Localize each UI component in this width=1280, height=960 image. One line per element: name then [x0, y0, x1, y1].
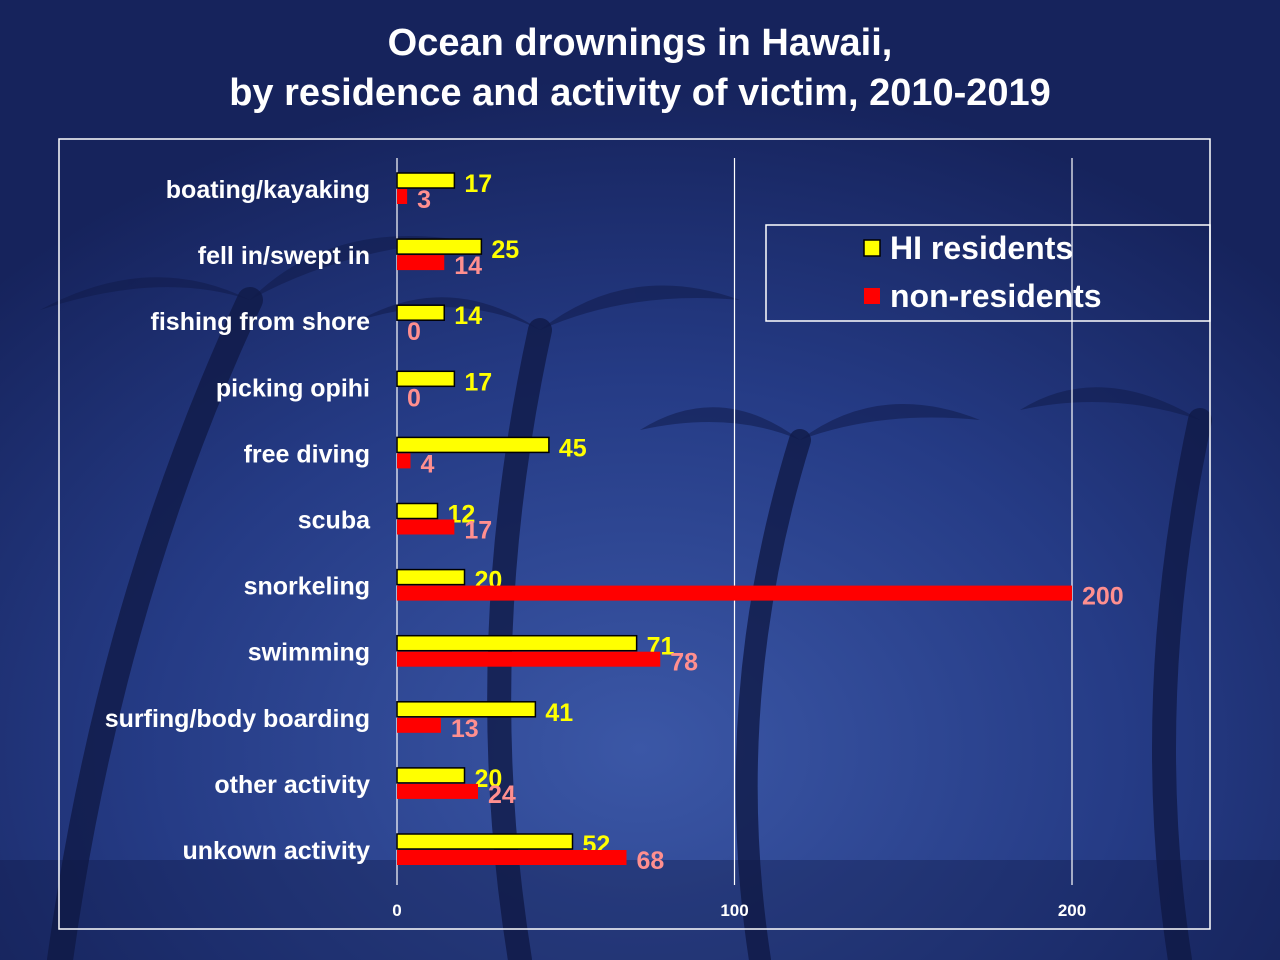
bar-hi-residents	[396, 502, 439, 520]
bar-non-residents	[397, 651, 661, 667]
category-label: fishing from shore	[151, 308, 371, 336]
category-label: other activity	[214, 771, 370, 799]
bar-hi-residents	[396, 436, 550, 454]
bar-non-residents	[397, 255, 445, 271]
chart-title-line-2: by residence and activity of victim, 201…	[229, 72, 1051, 114]
data-label-non-residents: 78	[670, 649, 698, 677]
bar-hi-residents	[396, 370, 456, 388]
data-label-non-residents: 14	[454, 252, 482, 280]
legend-label-non-residents: non-residents	[890, 278, 1102, 314]
bar-non-residents	[397, 850, 627, 865]
category-label: picking opihi	[216, 374, 370, 402]
data-label-non-residents: 68	[637, 847, 665, 875]
bar-non-residents	[397, 189, 408, 204]
data-label-non-residents: 200	[1082, 583, 1124, 611]
bar-hi-residents	[396, 304, 445, 321]
bar-non-residents	[397, 453, 411, 469]
data-label-non-residents: 24	[488, 781, 516, 809]
bar-non-residents	[397, 783, 478, 799]
data-label-hi-residents: 14	[454, 302, 482, 330]
category-label: unkown activity	[182, 837, 370, 865]
chart-title-line-1: Ocean drownings in Hawaii,	[387, 22, 893, 64]
data-label-hi-residents: 20	[475, 765, 503, 793]
category-label: surfing/body boarding	[105, 705, 370, 733]
bar-hi-residents	[396, 238, 483, 255]
data-label-non-residents: 17	[464, 517, 492, 545]
data-label-hi-residents: 45	[559, 434, 587, 462]
data-label-non-residents: 0	[407, 318, 421, 346]
legend-swatch-hi-residents	[863, 239, 881, 257]
data-label-hi-residents: 25	[491, 236, 519, 264]
bar-hi-residents	[396, 172, 456, 189]
bar-hi-residents	[396, 634, 638, 652]
legend-swatch-non-residents	[864, 288, 880, 304]
data-label-hi-residents: 41	[545, 699, 573, 727]
bar-hi-residents	[396, 767, 466, 784]
data-label-non-residents: 3	[417, 186, 431, 214]
data-label-non-residents: 0	[407, 384, 421, 412]
bar-non-residents	[397, 717, 441, 733]
x-tick-label: 200	[1058, 901, 1086, 920]
data-label-non-residents: 13	[451, 715, 479, 743]
chart-title: Ocean drownings in Hawaii, by residence …	[0, 18, 1280, 118]
category-label: scuba	[298, 507, 371, 535]
bar-hi-residents	[396, 701, 537, 718]
x-tick-label: 100	[720, 901, 748, 920]
bar-non-residents	[397, 585, 1072, 601]
bar-hi-residents	[396, 568, 466, 586]
data-label-hi-residents: 17	[464, 368, 492, 396]
bar-hi-residents	[396, 833, 574, 850]
category-label: swimming	[248, 639, 370, 667]
data-label-non-residents: 4	[421, 450, 435, 478]
legend-box	[765, 224, 1211, 322]
legend-label-hi-residents: HI residents	[890, 230, 1073, 266]
category-label: fell in/swept in	[198, 242, 370, 270]
category-label: snorkeling	[244, 573, 370, 601]
category-label: free diving	[244, 440, 370, 468]
x-tick-label: 0	[392, 901, 401, 920]
bar-non-residents	[397, 519, 455, 535]
category-label: boating/kayaking	[166, 176, 370, 204]
data-label-hi-residents: 17	[464, 170, 492, 198]
plot-frame	[58, 138, 1211, 930]
